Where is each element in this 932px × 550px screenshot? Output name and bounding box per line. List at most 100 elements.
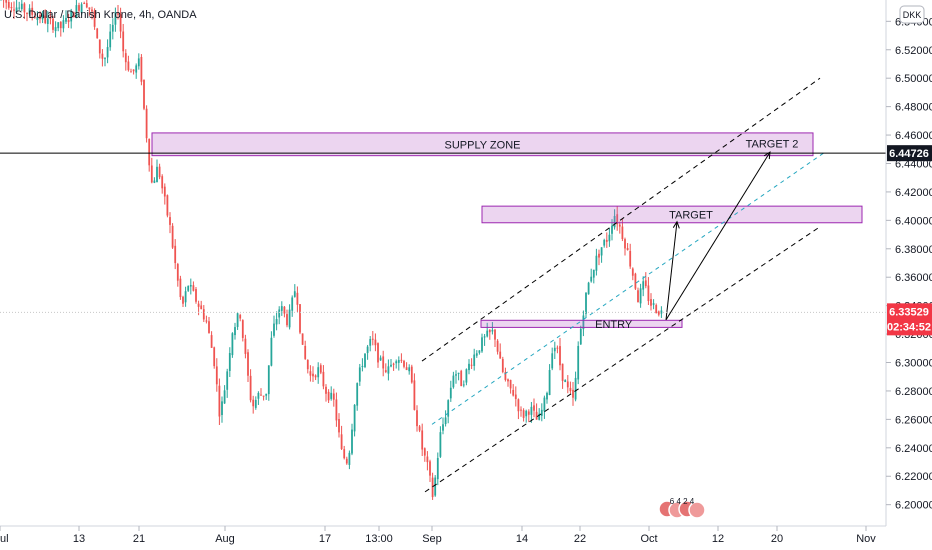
candle-body <box>465 369 468 383</box>
candle-body <box>231 333 234 356</box>
candle-body <box>241 320 244 338</box>
candle-body <box>587 282 590 295</box>
candle-body <box>161 176 164 189</box>
candle-body <box>163 186 166 197</box>
candle-body <box>249 375 252 401</box>
candle-body <box>299 304 301 333</box>
candle-body <box>182 296 184 304</box>
arrow-line[interactable] <box>665 221 678 320</box>
candle-body <box>332 393 335 400</box>
candle-body <box>171 225 174 248</box>
candle-body <box>353 404 356 432</box>
candle-body <box>559 346 561 366</box>
candle-body <box>309 371 312 376</box>
candle-body <box>200 305 203 310</box>
candle-body <box>642 281 645 290</box>
candle-body <box>98 39 101 54</box>
candle-body <box>205 320 208 322</box>
candle-body <box>390 364 392 367</box>
candle-body <box>106 47 109 58</box>
candle-body <box>522 410 525 418</box>
candle-body <box>525 410 528 417</box>
zone-box[interactable] <box>480 319 683 328</box>
candle-body <box>340 434 343 450</box>
candle-body <box>423 448 426 456</box>
arrow-head <box>763 151 771 160</box>
candle-body <box>80 4 83 13</box>
candle-body <box>195 289 197 302</box>
candle-body <box>150 165 153 183</box>
y-tick-label: 6.36000 <box>895 272 932 284</box>
candle-body <box>67 19 70 23</box>
arrow-line[interactable] <box>665 151 771 321</box>
zone-box[interactable] <box>481 205 863 224</box>
candle-body <box>257 392 260 399</box>
candle-body <box>439 432 442 457</box>
economic-events-badge[interactable]: 6 4 2 4 <box>658 497 706 519</box>
x-tick-label: 14 <box>516 533 528 545</box>
candle-body <box>369 339 372 346</box>
channel-line-lower[interactable] <box>424 226 821 493</box>
candle-body <box>78 5 80 11</box>
candle-body <box>462 384 465 386</box>
candle-body <box>202 309 205 320</box>
candle-body <box>452 375 455 388</box>
candle-body <box>358 367 361 382</box>
candle-body <box>143 80 145 109</box>
candle-body <box>187 286 190 291</box>
candle-body <box>124 53 127 63</box>
candle-body <box>273 323 275 336</box>
candle-body <box>496 340 499 352</box>
candle-body <box>634 273 637 289</box>
candle-body <box>322 371 325 387</box>
currency-badge[interactable]: DKK <box>899 5 925 24</box>
candle-body <box>538 413 541 420</box>
candle-body <box>57 22 60 29</box>
candle-body <box>345 458 348 464</box>
candle-body <box>65 17 67 22</box>
price-axis[interactable]: 6.540006.520006.500006.480006.460006.440… <box>886 16 932 512</box>
candle-body <box>470 364 473 366</box>
candle-body <box>85 3 88 8</box>
candle-body <box>483 336 486 338</box>
candle-body <box>41 14 44 20</box>
channel-line-upper[interactable] <box>421 77 821 362</box>
candle-body <box>325 386 327 394</box>
candle-body <box>296 292 299 305</box>
zone-box[interactable] <box>151 132 814 157</box>
candle-body <box>283 306 286 314</box>
candle-body <box>561 363 564 381</box>
candle-body <box>127 61 130 71</box>
candle-body <box>275 319 278 325</box>
candle-body <box>384 370 387 372</box>
candle-body <box>252 399 255 407</box>
candle-body <box>600 247 603 256</box>
candle-body <box>158 166 161 178</box>
candle-body <box>434 477 437 496</box>
candle-body <box>416 410 418 427</box>
candle-body <box>174 245 177 264</box>
y-tick-label: 6.38000 <box>895 244 932 256</box>
candle-body <box>637 290 639 303</box>
candle-body <box>221 401 223 416</box>
candle-body <box>218 385 221 417</box>
x-tick-label: Sep <box>422 533 442 545</box>
candle-body <box>577 345 580 380</box>
time-axis[interactable]: ul 13 21 Aug 17 13:00 Sep 14 22 Oct 12 20 Nov <box>0 526 876 545</box>
candle-body <box>306 359 309 370</box>
candle-body <box>270 337 273 366</box>
candle-body <box>540 409 543 416</box>
zone-label: ENTRY <box>595 319 633 331</box>
candle-body <box>39 15 41 20</box>
candle-body <box>473 354 476 366</box>
candle-body <box>117 13 119 15</box>
y-tick-label: 6.30000 <box>895 358 932 370</box>
x-tick-label: Oct <box>640 533 657 545</box>
candle-body <box>176 264 179 281</box>
candle-body <box>83 3 86 5</box>
candle-body <box>657 311 660 315</box>
candle-body <box>418 426 421 431</box>
arrows-layer: TARGET 2 <box>665 138 798 321</box>
candle-body <box>408 367 411 372</box>
